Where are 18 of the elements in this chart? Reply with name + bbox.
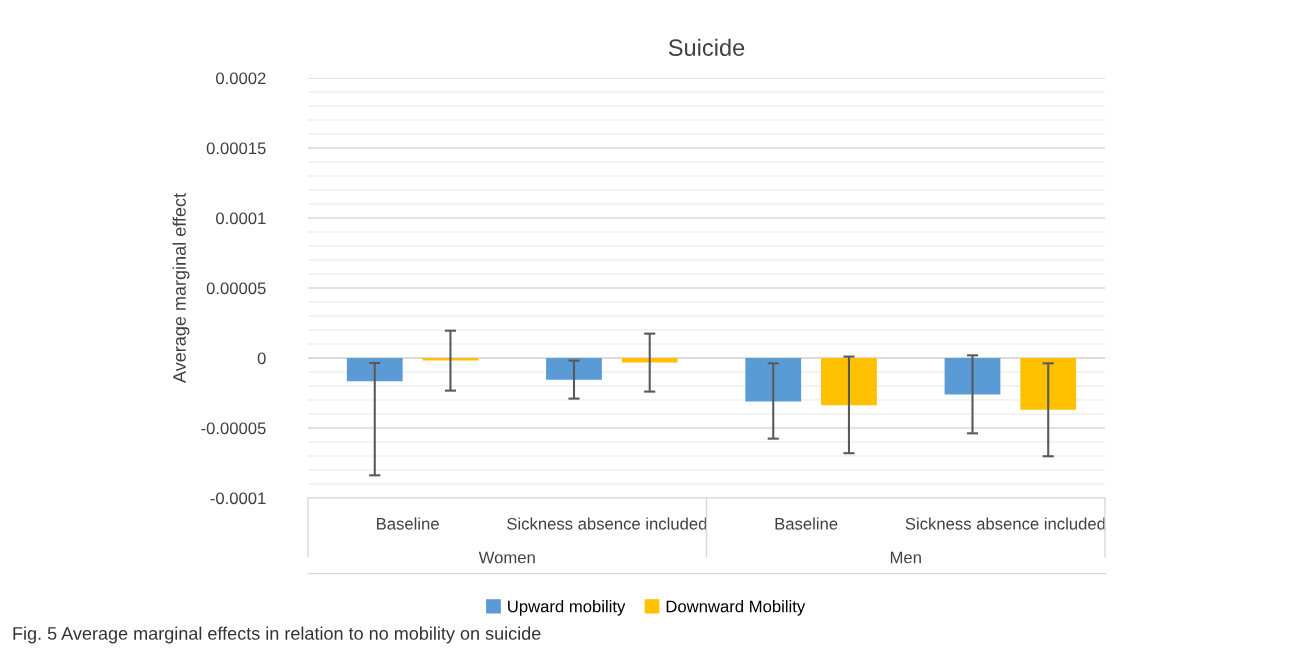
chart-title: Suicide bbox=[668, 38, 745, 57]
legend-label: Downward Mobility bbox=[666, 600, 806, 616]
y-tick-label: -0.00005 bbox=[201, 422, 266, 435]
y-tick-label: 0.0002 bbox=[216, 72, 266, 85]
y-axis-title: Average marginal effect bbox=[172, 193, 190, 383]
y-tick-label: 0 bbox=[257, 352, 266, 365]
caption: Fig. 5 Average marginal effects in relation to no mobility on suicide bbox=[13, 626, 541, 644]
x-tick-label: Sickness absence included bbox=[507, 517, 707, 530]
y-tick-label: 0.00015 bbox=[206, 142, 266, 155]
x-tick-label: Baseline bbox=[377, 517, 439, 530]
x-tick-label: Sickness absence included bbox=[905, 517, 1105, 530]
text: Men bbox=[890, 551, 921, 564]
x-tick-label: Baseline bbox=[775, 517, 838, 530]
y-tick-label: 0.00005 bbox=[206, 282, 266, 295]
y-tick-label: 0.0001 bbox=[216, 212, 266, 225]
legend-label: Upward mobility bbox=[508, 600, 626, 616]
y-tick-label: -0.0001 bbox=[210, 492, 266, 505]
text: Women bbox=[478, 551, 535, 564]
